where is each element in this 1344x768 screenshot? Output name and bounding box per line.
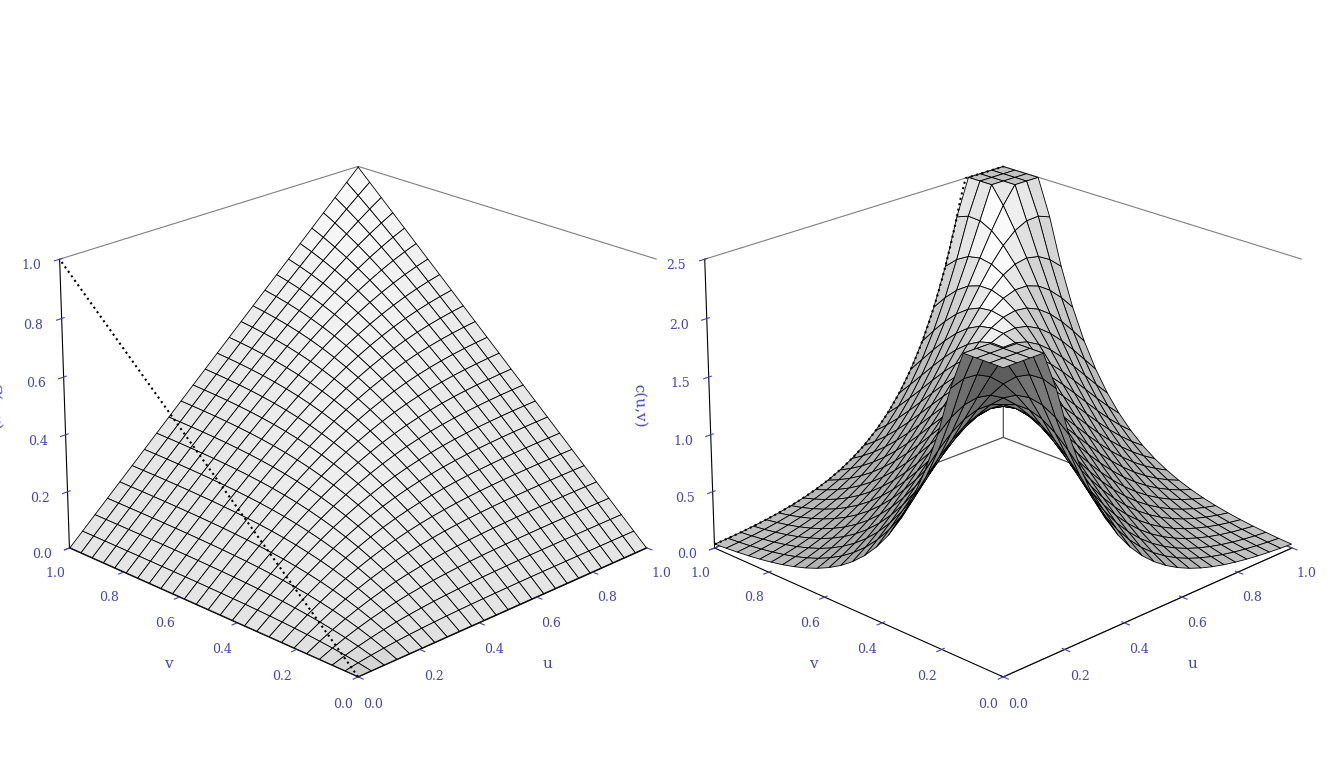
Y-axis label: v: v — [809, 657, 818, 670]
X-axis label: u: u — [543, 657, 552, 670]
Y-axis label: v: v — [164, 657, 173, 670]
X-axis label: u: u — [1188, 657, 1198, 670]
